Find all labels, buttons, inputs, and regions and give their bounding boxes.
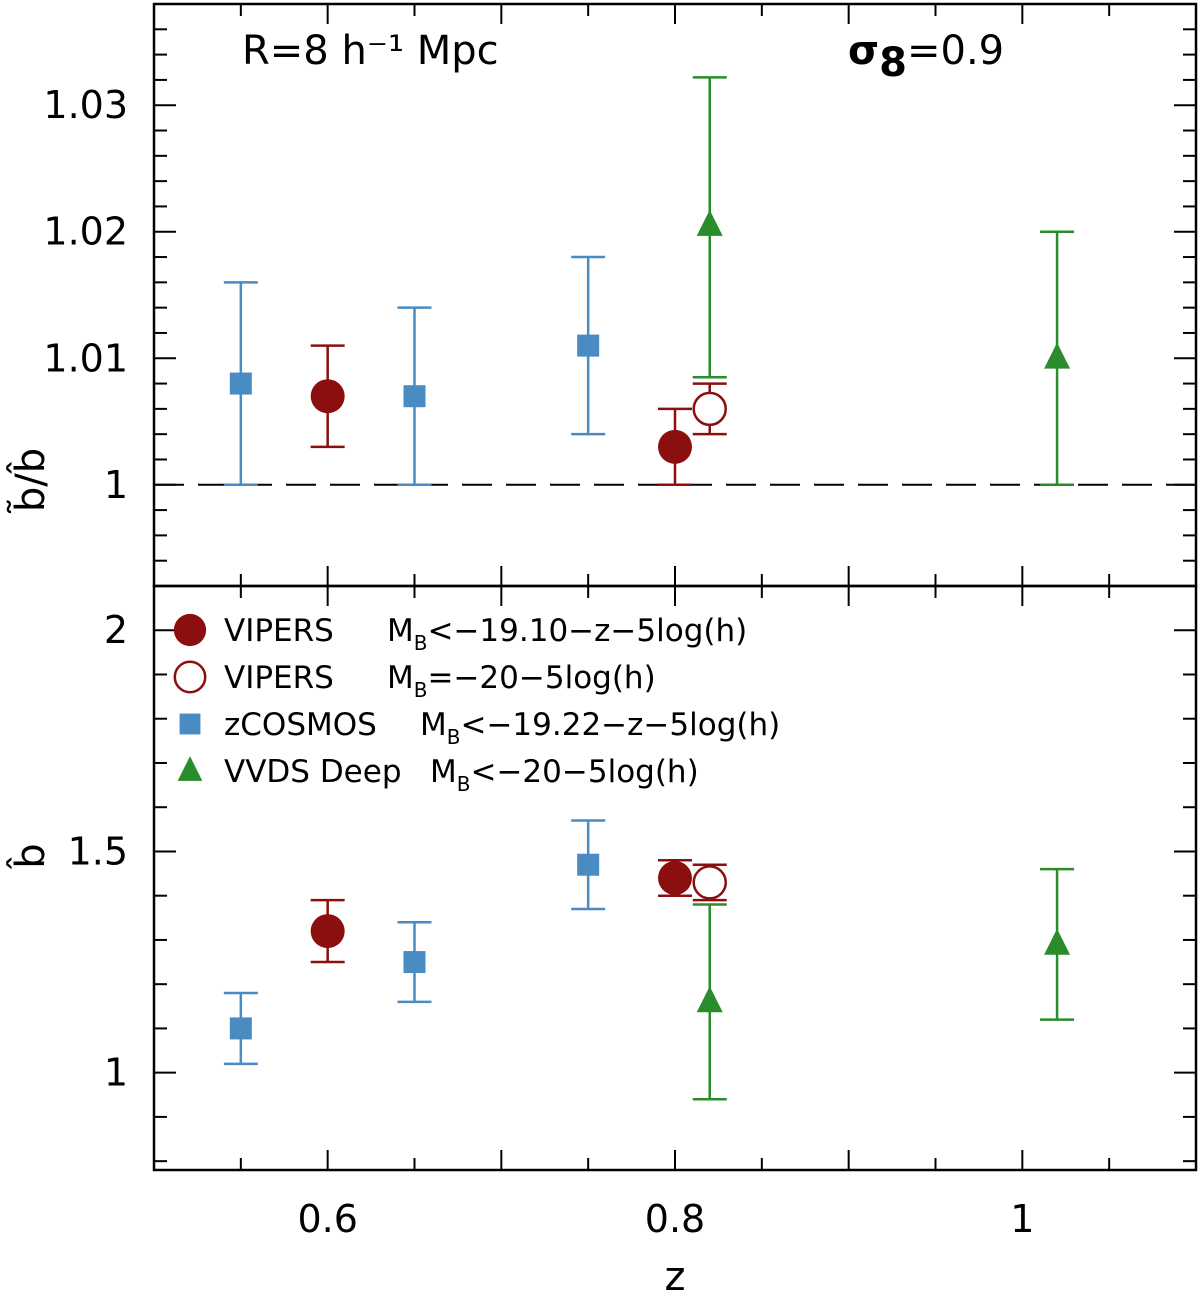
data-point-zcosmos	[223, 991, 258, 1066]
top-panel: 1 1.01 1.02 1.03 R=8 h⁻¹ Mpc σ8=0.9 b̃/b̂	[6, 2, 1198, 588]
legend-entry: zCOSMOS MB<−19.22−z−5log(h)	[179, 707, 780, 749]
legend-cut-value: <−19.10−z−5log(h)	[427, 613, 747, 649]
legend-mag: M	[387, 660, 414, 696]
sigma-value: =0.9	[907, 28, 1004, 74]
y-tick-label: 1.5	[68, 829, 128, 873]
marker-square	[229, 1017, 252, 1040]
legend-entry: VIPERS MB<−19.10−z−5log(h)	[173, 613, 747, 655]
marker-square	[403, 385, 426, 408]
legend-cut: MB<−19.10−z−5log(h)	[387, 613, 747, 655]
top-panel-ticks	[153, 3, 1197, 587]
marker-circle-filled	[658, 429, 692, 464]
y-tick-label: 1.01	[43, 336, 128, 380]
legend-mag-subscript: B	[447, 725, 461, 749]
legend-mag: M	[387, 613, 414, 649]
marker-circle-filled	[658, 861, 692, 895]
top-panel-frame	[152, 2, 1198, 588]
legend-entry: VVDS Deep MB<−20−5log(h)	[177, 754, 699, 796]
marker-square	[577, 853, 600, 876]
sigma8-annotation: σ8=0.9	[848, 28, 1004, 86]
marker-circle-open	[692, 391, 727, 427]
data-point-zcosmos	[571, 819, 606, 911]
legend-entry: VIPERS MB=−20−5log(h)	[173, 660, 656, 702]
marker-triangle	[696, 209, 723, 236]
x-tick-label: 1	[1010, 1197, 1034, 1241]
legend-mag-subscript: B	[457, 772, 471, 796]
sigma-subscript: 8	[879, 40, 907, 86]
legend-mag: M	[420, 707, 447, 743]
data-point-vipers_open	[692, 863, 727, 902]
marker-triangle	[696, 986, 723, 1013]
y-tick-label: 1.02	[43, 210, 128, 254]
data-point-vipers_filled	[310, 344, 345, 449]
data-point-vipers_filled	[310, 898, 345, 964]
data-point-zcosmos	[397, 920, 432, 1004]
legend-cut: MB<−19.22−z−5log(h)	[420, 707, 780, 749]
y-tick-label: 1.03	[43, 83, 128, 127]
legend: VIPERS MB<−19.10−z−5log(h)VIPERS MB=−20−5l…	[173, 613, 780, 796]
top-panel-ytick-labels: 1 1.01 1.02 1.03	[43, 83, 128, 507]
marker-circle-filled	[310, 914, 345, 949]
bottom-panel-ytick-labels: 11.52	[68, 608, 128, 1094]
data-point-zcosmos	[397, 306, 432, 487]
data-point-vipers_filled	[658, 407, 692, 487]
y-tick-label: 1	[104, 1051, 128, 1095]
x-axis-label: z	[665, 1254, 686, 1299]
top-ylabel: b̃/b̂	[6, 448, 54, 514]
marker-square	[403, 951, 426, 974]
top-panel-data-points	[223, 76, 1075, 487]
marker-circle-open	[173, 660, 207, 694]
legend-mag: M	[430, 754, 457, 790]
data-point-vvds	[692, 76, 727, 379]
x-axis-tick-labels: 0.6 0.8 1	[297, 1197, 1034, 1241]
data-point-vipers_open	[692, 382, 727, 436]
y-tick-label: 2	[104, 608, 128, 652]
data-point-vipers_filled	[658, 859, 692, 897]
x-tick-label: 0.6	[297, 1197, 357, 1241]
data-point-vvds	[1040, 230, 1075, 487]
legend-survey: zCOSMOS	[224, 707, 377, 743]
marker-circle-open	[692, 865, 727, 900]
bottom-ylabel: b̂	[6, 843, 54, 869]
data-point-zcosmos	[571, 255, 606, 436]
bottom-panel: 11.52 0.6 0.8 1 VIPERS MB<−19.10−z−5log(h)V…	[6, 584, 1198, 1299]
scale-annotation: R=8 h⁻¹ Mpc	[242, 28, 499, 74]
data-point-vvds	[1040, 867, 1075, 1021]
marker-triangle	[177, 756, 203, 781]
legend-cut-value: <−20−5log(h)	[470, 754, 698, 790]
data-point-zcosmos	[223, 281, 258, 487]
x-tick-label: 0.8	[645, 1197, 705, 1241]
legend-cut-value: =−20−5log(h)	[427, 660, 655, 696]
marker-triangle	[1044, 928, 1071, 955]
sigma-symbol: σ	[848, 28, 879, 74]
legend-survey: VVDS Deep	[224, 754, 402, 790]
marker-triangle	[1044, 342, 1071, 369]
legend-cut: MB<−20−5log(h)	[430, 754, 699, 796]
marker-square	[577, 334, 600, 357]
legend-mag-subscript: B	[414, 631, 428, 655]
bottom-panel-data-points	[223, 819, 1075, 1101]
marker-circle-filled	[173, 613, 207, 647]
data-point-vvds	[692, 903, 727, 1101]
bottom-panel-ticks	[153, 585, 1197, 1170]
legend-cut-value: <−19.22−z−5log(h)	[460, 707, 780, 743]
marker-square	[179, 713, 201, 735]
marker-circle-filled	[310, 379, 345, 414]
legend-survey: VIPERS	[224, 660, 334, 696]
legend-cut: MB=−20−5log(h)	[387, 660, 656, 702]
marker-square	[229, 372, 252, 395]
legend-survey: VIPERS	[224, 613, 334, 649]
y-tick-label: 1	[104, 463, 128, 507]
legend-mag-subscript: B	[414, 678, 428, 702]
